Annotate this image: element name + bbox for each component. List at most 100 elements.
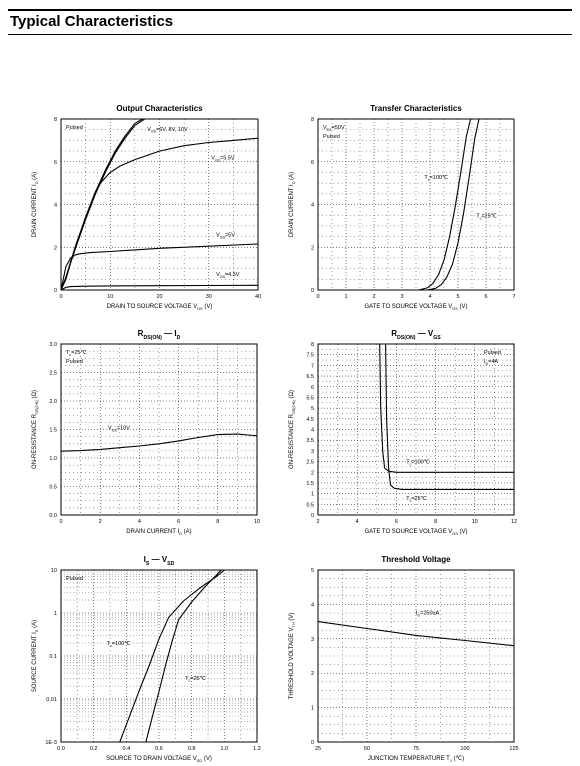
y-tick-label: 1.0: [49, 456, 57, 462]
y-tick-label: 5: [311, 406, 314, 412]
y-tick-label: 0.5: [306, 502, 314, 508]
x-axis-label: DRAIN CURRENT ID (A): [126, 529, 191, 536]
y-tick-label: 0: [54, 288, 57, 294]
y-tick-label: 0.5: [49, 485, 57, 491]
curve-label: Tc=25℃: [185, 676, 206, 683]
y-tick-label: 3: [311, 637, 314, 643]
y-tick-label: 8: [311, 117, 314, 123]
y-tick-label: 0: [311, 513, 314, 519]
y-tick-label: 5: [311, 568, 314, 574]
series-line: [427, 118, 480, 291]
y-tick-label: 1.5: [306, 481, 314, 487]
x-tick-label: 100: [460, 746, 469, 752]
y-tick-label: 4: [54, 203, 57, 209]
x-tick-label: 0.6: [155, 746, 163, 752]
curve-label: VGS=4.5V: [216, 272, 240, 279]
y-tick-label: 1E-3: [45, 740, 57, 746]
x-tick-label: 0.0: [57, 746, 65, 752]
series-line: [60, 433, 258, 452]
x-tick-label: 5: [456, 294, 459, 300]
x-tick-label: 20: [156, 294, 162, 300]
x-tick-label: 75: [413, 746, 419, 752]
chart-note: Tc=25℃: [66, 350, 87, 357]
x-tick-label: 10: [107, 294, 113, 300]
x-tick-label: 0: [59, 294, 62, 300]
y-tick-label: 0: [311, 288, 314, 294]
chart-transfer: 0 1 2 3 4 5 6 7 0 2 4 6 8 Transfer Characteristics GAT…: [289, 104, 516, 311]
series-line: [385, 343, 514, 490]
chart-title: Output Characteristics: [116, 104, 203, 113]
plot-frame: [60, 118, 259, 291]
y-tick-label: 2: [311, 470, 314, 476]
chart-title: IS — VSD: [144, 555, 175, 567]
y-tick-label: 3: [311, 449, 314, 455]
curve-label: Tc=25℃: [406, 496, 427, 503]
x-tick-label: 10: [472, 519, 478, 525]
x-tick-label: 6: [177, 519, 180, 525]
x-tick-label: 12: [511, 519, 517, 525]
x-tick-label: 8: [434, 519, 437, 525]
y-tick-label: 2: [54, 245, 57, 251]
y-tick-label: 0.1: [49, 654, 57, 660]
x-tick-label: 2: [316, 519, 319, 525]
y-tick-label: 2: [311, 245, 314, 251]
chart-note: ID=4A: [484, 359, 498, 366]
y-tick-label: 1: [54, 611, 57, 617]
x-tick-label: 0.2: [90, 746, 98, 752]
x-tick-label: 10: [254, 519, 260, 525]
y-tick-label: 2.0: [49, 399, 57, 405]
x-axis-label: SOURCE TO DRAIN VOLTAGE VSD (V): [106, 756, 212, 763]
x-tick-label: 0.4: [123, 746, 131, 752]
chart-note: Pulsed: [66, 359, 83, 365]
series-line: [317, 621, 515, 647]
x-tick-label: 7: [512, 294, 515, 300]
y-tick-label: 4: [311, 203, 314, 209]
chart-note: Pulsed: [484, 350, 501, 356]
series-line: [60, 284, 259, 291]
curve-label: Tc=100℃: [406, 460, 431, 467]
x-tick-label: 6: [395, 519, 398, 525]
x-tick-label: 25: [315, 746, 321, 752]
x-tick-label: 30: [206, 294, 212, 300]
page-title: Typical Characteristics: [10, 13, 174, 30]
y-tick-label: 2.5: [49, 371, 57, 377]
series-line: [418, 118, 472, 291]
y-tick-label: 4.5: [306, 417, 314, 423]
curve-label: VGS=5V: [216, 233, 235, 240]
y-tick-label: 2: [311, 671, 314, 677]
x-tick-label: 2: [99, 519, 102, 525]
grid: [317, 343, 515, 516]
y-tick-label: 8: [54, 117, 57, 123]
chart-title: RDS(ON) — VGS: [391, 329, 441, 341]
x-tick-label: 1: [344, 294, 347, 300]
y-tick-label: 3.5: [306, 438, 314, 444]
plot-frame: [60, 569, 258, 743]
y-tick-label: 0.01: [46, 697, 57, 703]
y-axis-label: SOURCE CURRENT IS (A): [32, 620, 39, 692]
x-tick-label: 3: [400, 294, 403, 300]
y-tick-label: 2.5: [306, 460, 314, 466]
y-tick-label: 0.0: [49, 513, 57, 519]
x-axis-label: GATE TO SOURCE VOLTAGE VGS (V): [364, 529, 467, 536]
grid: [317, 569, 515, 743]
y-tick-label: 4: [311, 428, 314, 434]
plot-frame: [317, 118, 515, 291]
curve-label: ID=250uA: [416, 611, 440, 618]
y-tick-label: 6.5: [306, 374, 314, 380]
curve-label: VGS=10V: [108, 426, 130, 433]
y-tick-label: 5.5: [306, 395, 314, 401]
x-axis-label: DRAIN TO SOURCE VOLTAGE VDS (V): [107, 304, 213, 311]
chart-is_vsd: 0.0 0.2 0.4 0.6 0.8 1.0 1.2 1E-3 0.01 0.1 1 10 IS — …: [32, 555, 261, 763]
chart-rdson_id: 0 2 4 6 8 10 0.0 0.5 1.0 1.5 2.0 2.5 3.0 RDS(ON) — ID…: [32, 329, 260, 536]
plot-frame: [317, 569, 515, 743]
curve-label: Tc=100℃: [107, 641, 132, 648]
plot-frame: [317, 343, 515, 516]
y-tick-label: 7: [311, 363, 314, 369]
y-tick-label: 7.5: [306, 353, 314, 359]
chart-note: Pulsed: [66, 576, 83, 582]
x-tick-label: 1.0: [221, 746, 229, 752]
y-tick-label: 6: [311, 160, 314, 166]
y-tick-label: 6: [54, 160, 57, 166]
series-line: [60, 243, 259, 291]
